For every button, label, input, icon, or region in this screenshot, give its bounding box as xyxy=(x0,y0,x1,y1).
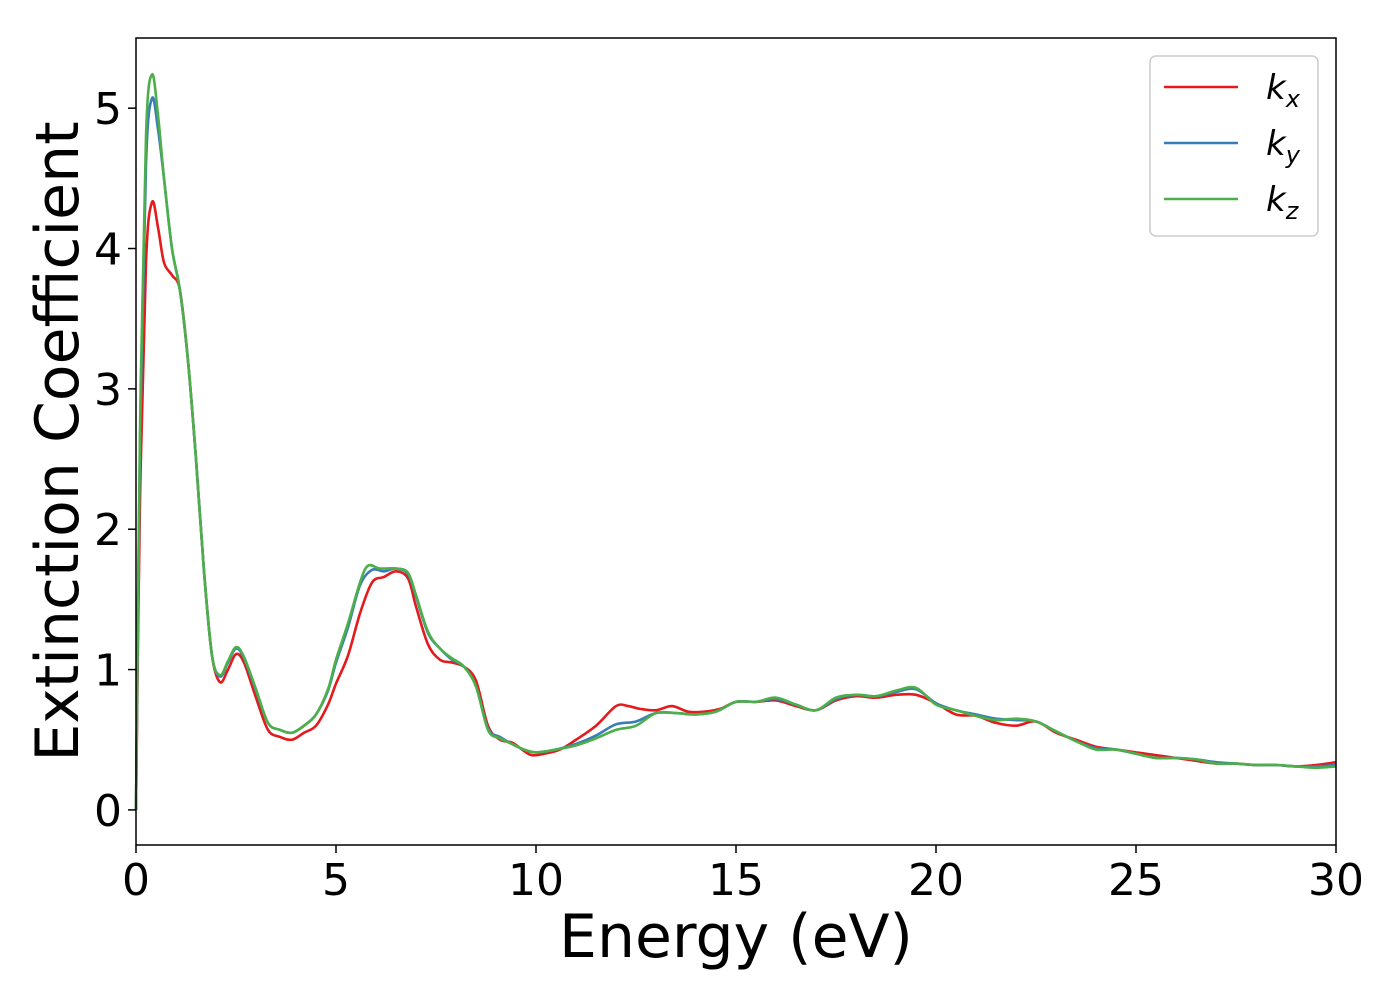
series-layer xyxy=(134,73,1337,810)
series-line-kx xyxy=(134,199,1337,810)
y-tick-label: 3 xyxy=(94,365,122,416)
y-tick-label: 2 xyxy=(94,505,122,556)
x-tick-label: 5 xyxy=(322,855,350,906)
x-axis: 0 5 10 15 20 25 30 xyxy=(122,845,1364,906)
x-tick-label: 25 xyxy=(1108,855,1164,906)
x-tick-label: 15 xyxy=(708,855,764,906)
series-line-kz xyxy=(134,73,1337,810)
y-tick-label: 5 xyxy=(94,84,122,135)
y-tick-label: 1 xyxy=(94,646,122,697)
x-tick-label: 30 xyxy=(1308,855,1364,906)
x-tick-label: 10 xyxy=(508,855,564,906)
y-axis-title: Extinction Coefficient xyxy=(23,121,93,761)
y-tick-label: 0 xyxy=(94,786,122,837)
x-tick-label: 20 xyxy=(908,855,964,906)
x-axis-title: Energy (eV) xyxy=(559,902,913,972)
x-tick-label: 0 xyxy=(122,855,150,906)
y-axis: 0 1 2 3 4 5 xyxy=(94,84,136,837)
legend-box xyxy=(1149,55,1319,237)
y-tick-label: 4 xyxy=(94,225,122,276)
